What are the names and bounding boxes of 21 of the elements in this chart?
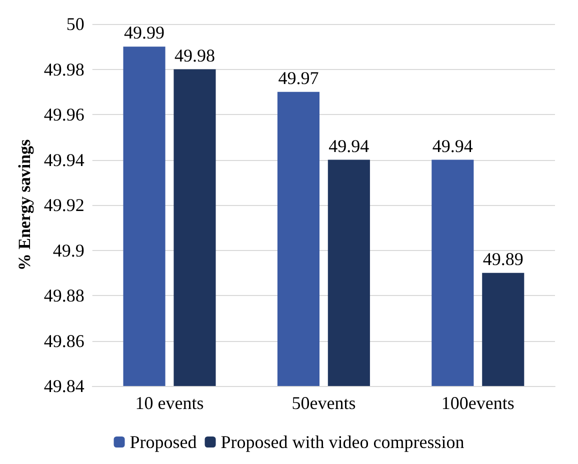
data-label: 49.99 (124, 22, 165, 43)
data-label: 49.97 (278, 68, 319, 88)
x-tick-label: 10 events (135, 393, 204, 413)
y-tick-label: 49.96 (44, 104, 84, 124)
data-label: 49.89 (482, 248, 524, 269)
data-label: 49.98 (174, 45, 215, 66)
y-tick-label: 49.9 (52, 240, 84, 260)
y-tick-label: 50 (66, 14, 84, 34)
data-label: 49.94 (432, 136, 473, 156)
x-tick-label: 50events (292, 393, 356, 413)
y-axis-title: % Energy savings (15, 138, 34, 271)
y-tick-label: 49.86 (44, 330, 84, 351)
y-tick-label: 49.88 (44, 286, 84, 306)
y-tick-label: 49.84 (44, 376, 84, 396)
legend-label: Proposed (130, 432, 197, 452)
y-tick-label: 49.92 (44, 195, 84, 215)
y-tick-label: 49.94 (44, 150, 84, 170)
data-label: 49.94 (328, 136, 370, 156)
legend-label: Proposed with video compression (220, 432, 464, 452)
y-tick-label: 49.98 (44, 59, 84, 80)
x-tick-label: 100events (441, 393, 514, 413)
